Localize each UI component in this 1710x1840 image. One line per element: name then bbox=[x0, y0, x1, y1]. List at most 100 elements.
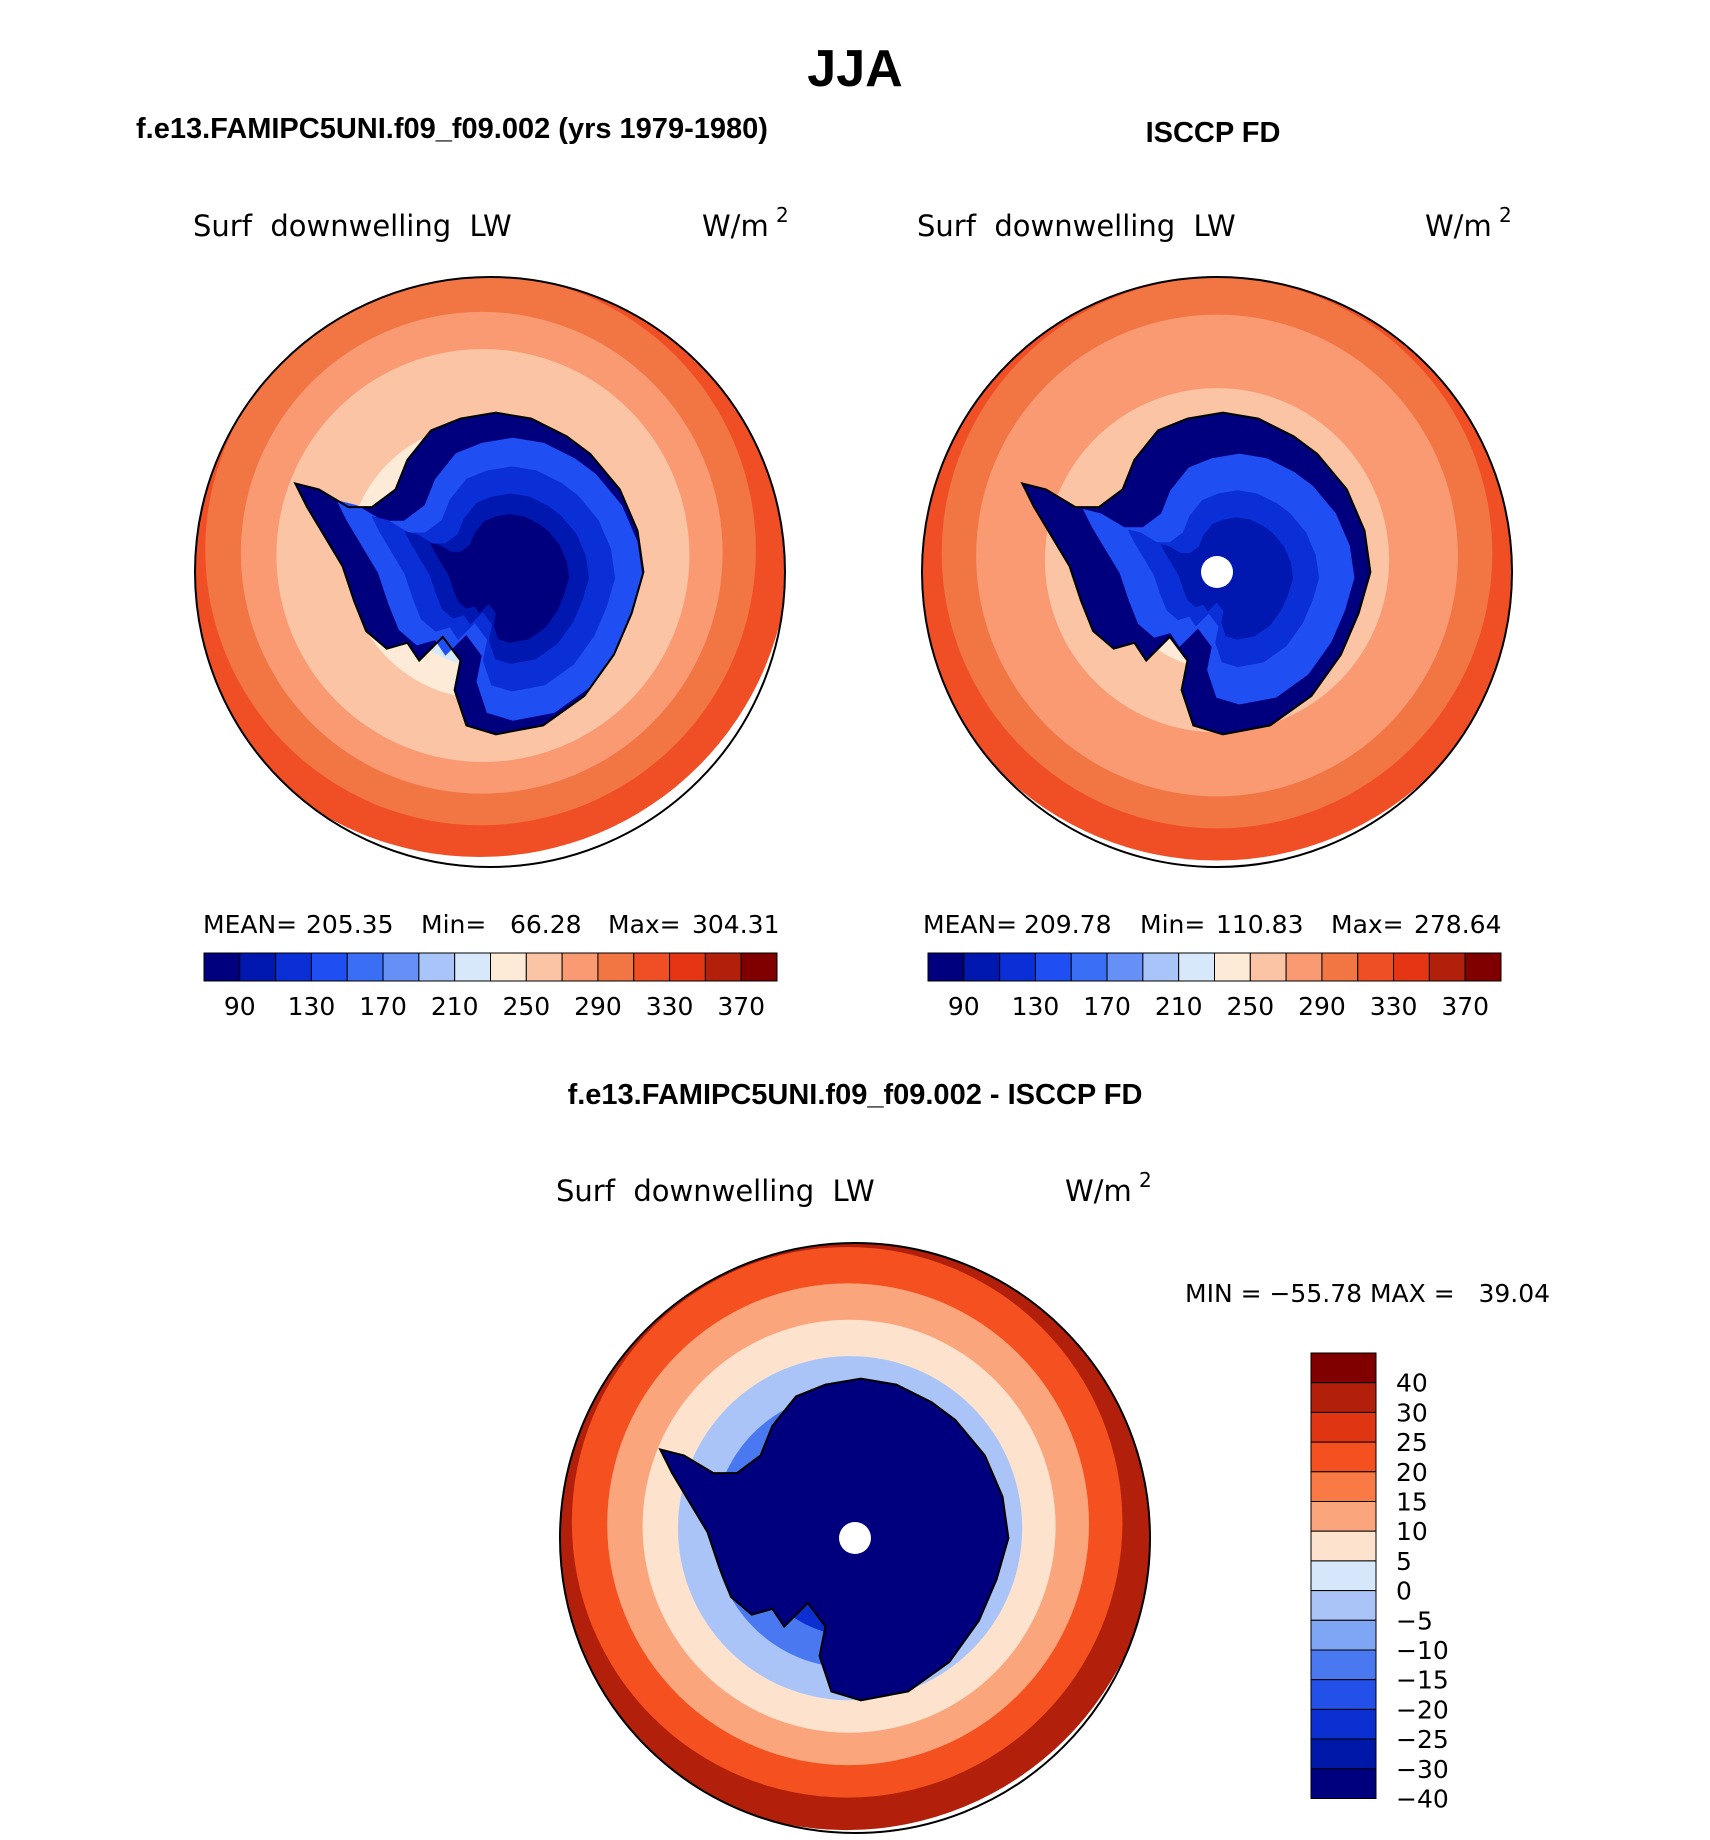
colorbar-swatch bbox=[1310, 1649, 1377, 1681]
colorbar-swatch bbox=[561, 952, 599, 982]
pole-missing-data bbox=[839, 1522, 871, 1554]
colorbar-tick-label: −30 bbox=[1396, 1755, 1449, 1784]
colorbar-swatch bbox=[418, 952, 456, 982]
colorbar-swatch bbox=[1310, 1738, 1377, 1770]
colorbar-swatch bbox=[454, 952, 491, 982]
colorbar-swatch bbox=[1178, 952, 1215, 982]
colorbar-swatch bbox=[1310, 1768, 1377, 1800]
colorbar-swatch bbox=[927, 952, 965, 982]
colorbar-swatch bbox=[525, 952, 563, 982]
colorbar-tick-label: 210 bbox=[1155, 992, 1203, 1021]
colorbar-swatch bbox=[1310, 1441, 1377, 1473]
colorbar-swatch bbox=[1214, 952, 1251, 982]
colorbar-tick-label: −40 bbox=[1396, 1785, 1449, 1814]
colorbar-tick-label: −15 bbox=[1396, 1666, 1449, 1695]
panel-diff-contour-field bbox=[560, 1243, 1150, 1831]
pole-missing-data bbox=[1201, 556, 1233, 588]
colorbar-swatch bbox=[203, 952, 241, 982]
panel-model-map bbox=[194, 276, 786, 868]
colorbar-swatch bbox=[346, 952, 384, 982]
colorbar-swatch bbox=[1310, 1619, 1377, 1651]
colorbar-swatch bbox=[275, 952, 312, 982]
colorbar-tick-label: 330 bbox=[1370, 992, 1418, 1021]
panel-obs-units-superscript: 2 bbox=[1499, 203, 1512, 227]
colorbar-tick-label: 90 bbox=[224, 992, 256, 1021]
colorbar-tick-label: 30 bbox=[1396, 1398, 1428, 1427]
colorbar-tick-label: −10 bbox=[1396, 1636, 1449, 1665]
panel-obs-units: W/m 2 bbox=[1425, 203, 1512, 243]
panel-obs-mean-value: 209.78 bbox=[1024, 910, 1111, 939]
panel-obs-max-label: Max= bbox=[1331, 910, 1404, 939]
colorbar-swatch bbox=[1310, 1590, 1377, 1621]
colorbar-tick-label: 20 bbox=[1396, 1458, 1428, 1487]
colorbar-tick-label: 40 bbox=[1396, 1369, 1428, 1398]
panel-obs-units-text: W/m bbox=[1425, 209, 1492, 243]
colorbar-swatch bbox=[1310, 1411, 1377, 1443]
colorbar-swatch bbox=[490, 952, 527, 982]
colorbar-swatch bbox=[1310, 1501, 1377, 1532]
colorbar-swatch bbox=[740, 952, 778, 982]
panel-model-units-superscript: 2 bbox=[776, 203, 789, 227]
colorbar-tick-label: 170 bbox=[1083, 992, 1131, 1021]
panel-model-units: W/m 2 bbox=[702, 203, 789, 243]
land-contour-band bbox=[429, 514, 570, 643]
colorbar-swatch bbox=[1310, 1679, 1377, 1710]
land-field bbox=[660, 1378, 1009, 1701]
panel-obs-min-value: 110.83 bbox=[1216, 910, 1303, 939]
colorbar-tick-label: 250 bbox=[502, 992, 550, 1021]
panel-obs-contour-field bbox=[922, 277, 1512, 861]
panel-model-colorbar: 90 130 170 210 250 290 330 370 bbox=[203, 952, 778, 1021]
colorbar-swatch bbox=[1310, 1352, 1377, 1384]
panel-diff-variable: Surf downwelling LW bbox=[556, 1174, 875, 1208]
colorbar-tick-label: 25 bbox=[1396, 1428, 1428, 1457]
panel-model-map-border bbox=[194, 276, 786, 868]
colorbar-swatch bbox=[1464, 952, 1502, 982]
panel-obs-min-label: Min= bbox=[1140, 910, 1205, 939]
colorbar-tick-label: −25 bbox=[1396, 1725, 1449, 1754]
panel-model-mean-label: MEAN= bbox=[203, 910, 297, 939]
colorbar-swatch bbox=[1310, 1708, 1377, 1740]
coastline bbox=[1020, 411, 1372, 736]
coastline bbox=[293, 411, 645, 736]
panel-model-variable: Surf downwelling LW bbox=[193, 209, 512, 243]
colorbar-swatch bbox=[963, 952, 1001, 982]
colorbar-swatch bbox=[1285, 952, 1323, 982]
colorbar-swatch bbox=[1310, 1560, 1377, 1592]
panel-diff-units-text: W/m bbox=[1065, 1174, 1132, 1208]
colorbar-tick-label: 130 bbox=[288, 992, 336, 1021]
panel-diff-units-superscript: 2 bbox=[1139, 1168, 1152, 1192]
panel-model-min-label: Min= bbox=[421, 910, 486, 939]
colorbar-swatch bbox=[239, 952, 277, 982]
panel-diff-map-border bbox=[559, 1242, 1151, 1834]
panel-diff-title: f.e13.FAMIPC5UNI.f09_f09.002 - ISCCP FD bbox=[568, 1079, 1143, 1111]
panel-model-mean-value: 205.35 bbox=[306, 910, 393, 939]
panel-diff-units: W/m 2 bbox=[1065, 1168, 1152, 1208]
colorbar-tick-label: 130 bbox=[1012, 992, 1060, 1021]
figure-title: JJA bbox=[807, 40, 902, 98]
panel-obs-stats: MEAN= 209.78 Min= 110.83 Max= 278.64 bbox=[923, 910, 1501, 939]
panel-obs-map-border bbox=[921, 276, 1513, 868]
colorbar-tick-label: 170 bbox=[359, 992, 407, 1021]
colorbar-tick-label: 370 bbox=[717, 992, 765, 1021]
colorbar-swatch bbox=[1357, 952, 1395, 982]
colorbar-swatch bbox=[633, 952, 671, 982]
coastline bbox=[658, 1377, 1010, 1702]
colorbar-swatch bbox=[1249, 952, 1287, 982]
colorbar-swatch bbox=[704, 952, 742, 982]
colorbar-swatch bbox=[310, 952, 348, 982]
panel-obs-variable: Surf downwelling LW bbox=[917, 209, 1236, 243]
colorbar-swatch bbox=[1428, 952, 1466, 982]
panel-model-stats: MEAN= 205.35 Min= 66.28 Max= 304.31 bbox=[203, 910, 779, 939]
panel-model-min-value: 66.28 bbox=[510, 910, 582, 939]
panel-diff-minmax: MIN = −55.78 MAX = 39.04 bbox=[1185, 1279, 1550, 1308]
colorbar-tick-label: −5 bbox=[1396, 1606, 1433, 1635]
colorbar-tick-label: 15 bbox=[1396, 1488, 1428, 1517]
panel-model-title: f.e13.FAMIPC5UNI.f09_f09.002 (yrs 1979-1… bbox=[136, 113, 768, 145]
colorbar-tick-label: 330 bbox=[646, 992, 694, 1021]
colorbar-swatch bbox=[597, 952, 635, 982]
panel-model-max-value: 304.31 bbox=[692, 910, 779, 939]
panel-obs-max-value: 278.64 bbox=[1414, 910, 1501, 939]
panel-diff-map bbox=[559, 1242, 1151, 1834]
panel-obs-colorbar: 90 130 170 210 250 290 330 370 bbox=[927, 952, 1502, 1021]
